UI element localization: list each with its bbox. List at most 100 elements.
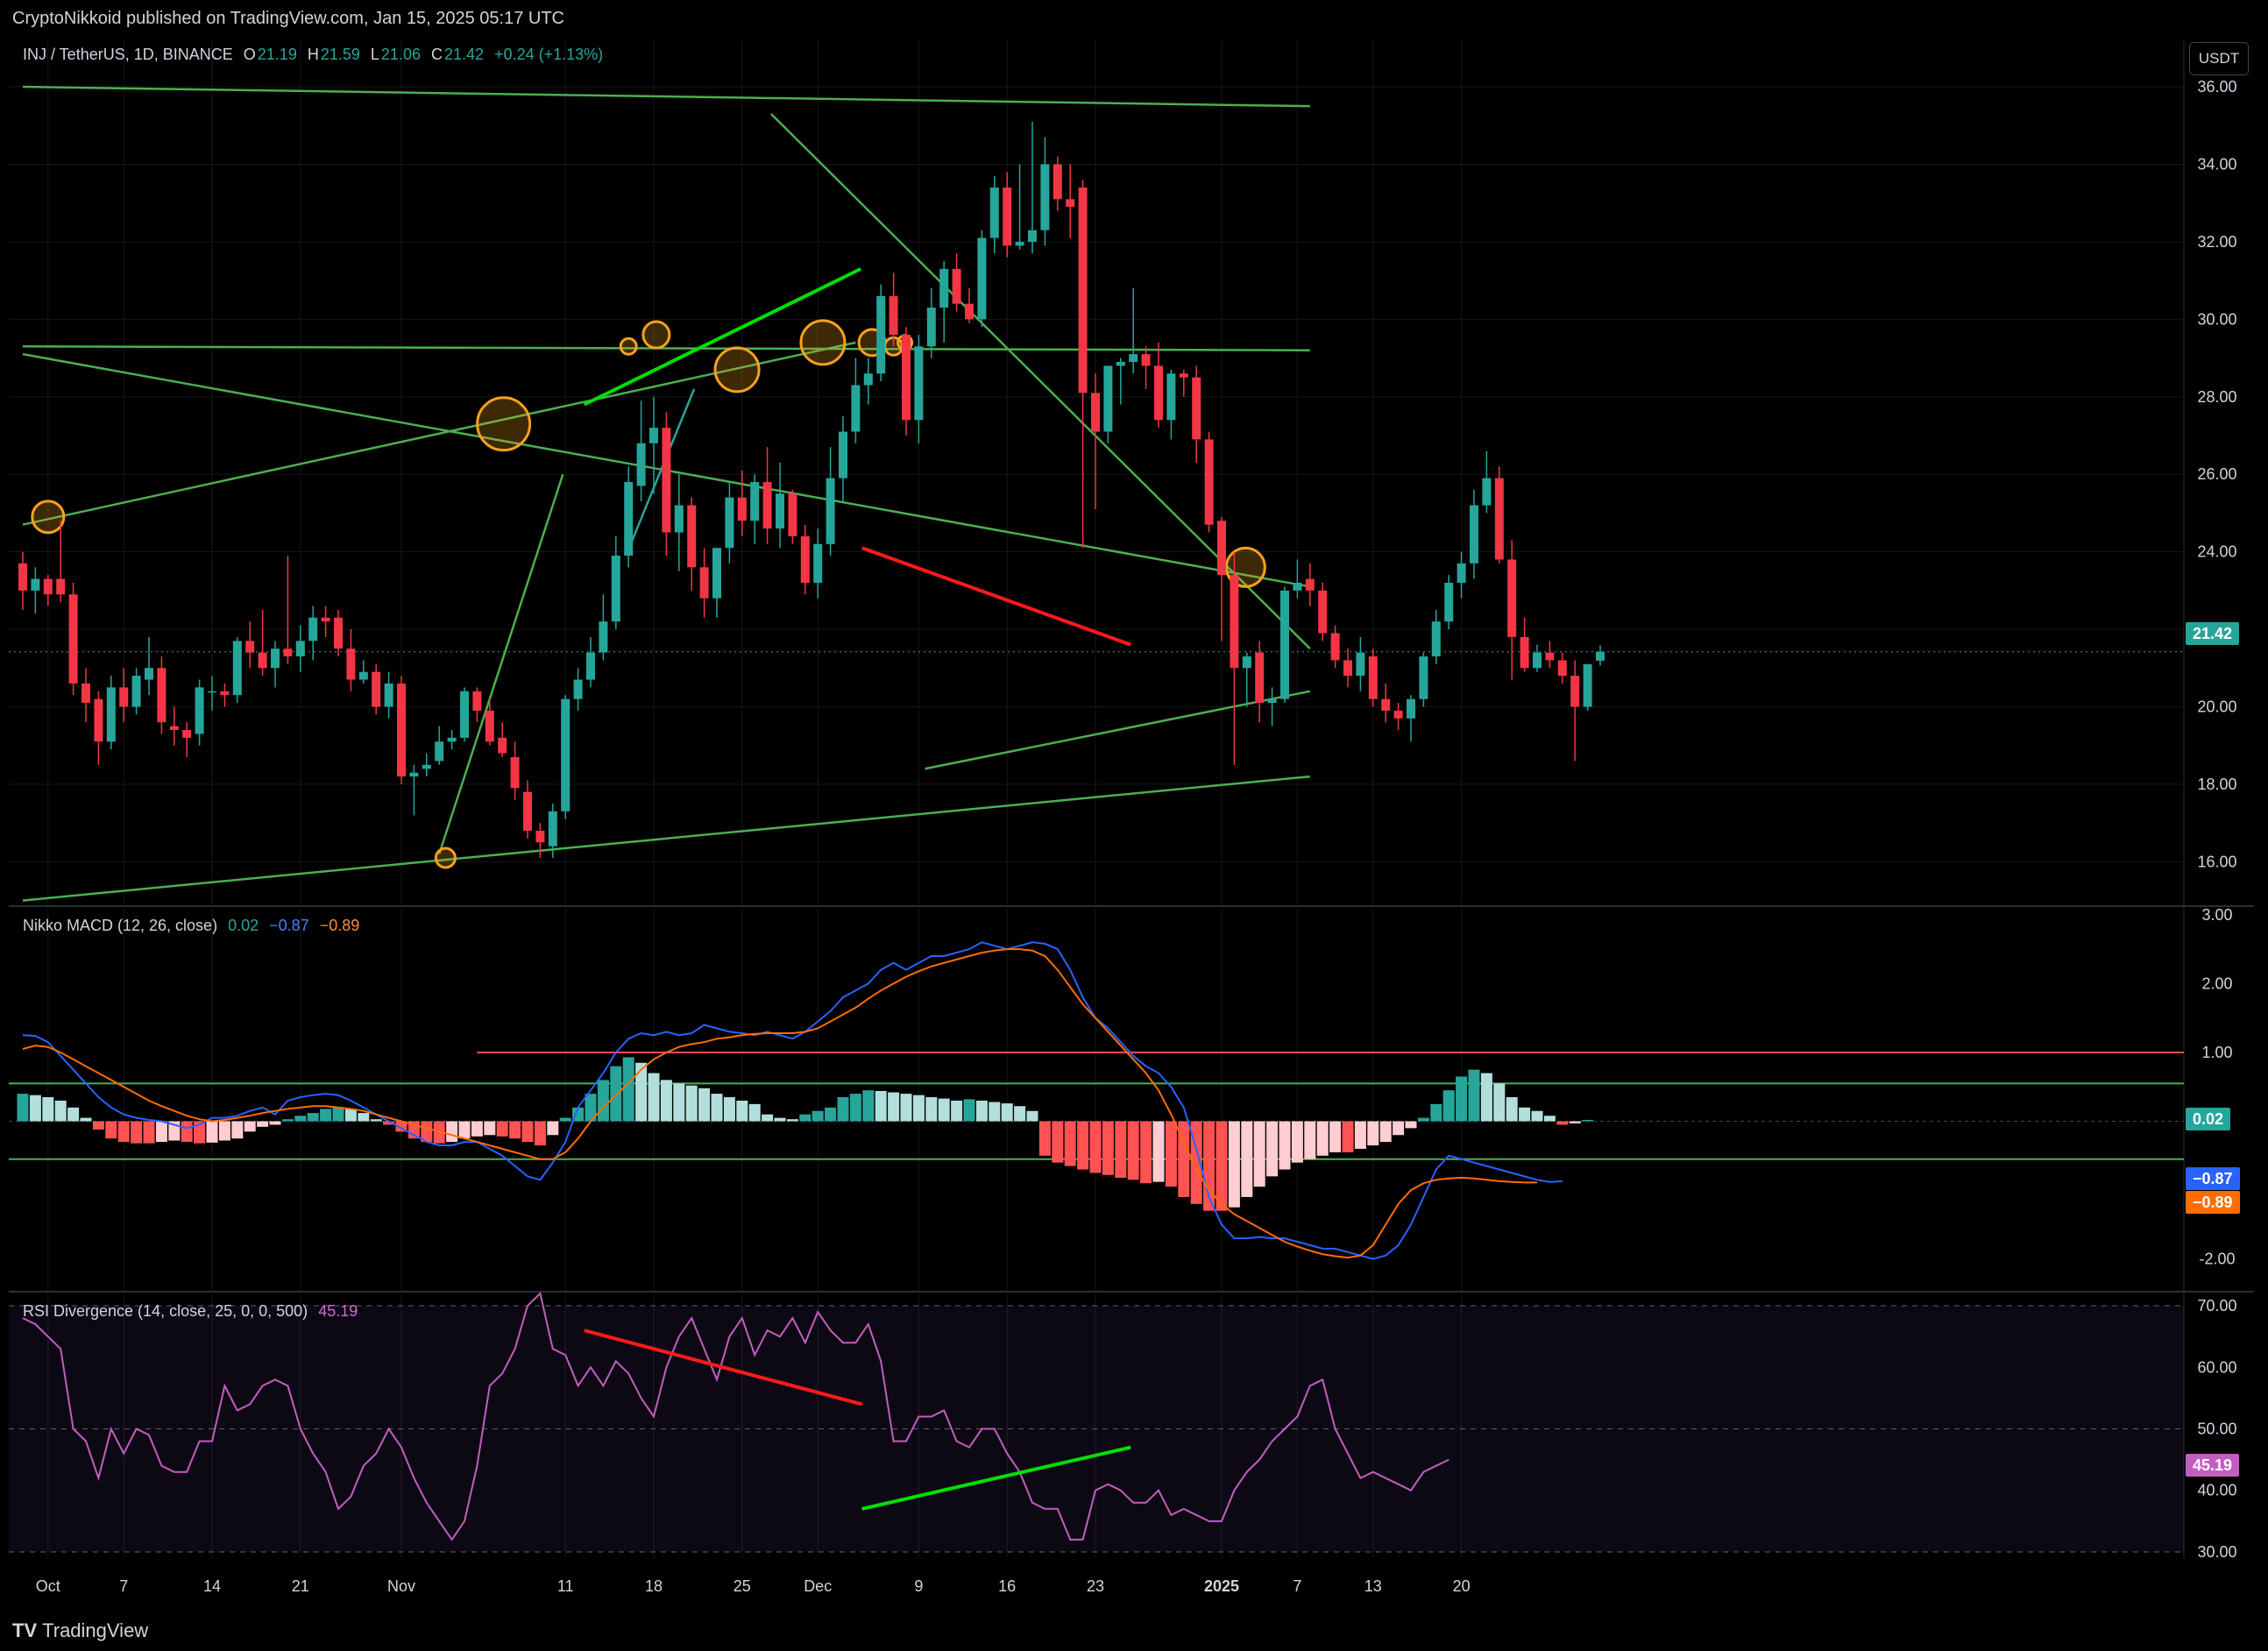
candle [1230,575,1239,669]
macd-histogram-bar [1228,1121,1240,1208]
macd-histogram-bar [1279,1121,1291,1170]
candle [952,268,961,304]
rally-trendline [438,473,564,854]
rally-trendline [625,388,696,556]
macd-histogram-bar [1393,1121,1405,1136]
pivot-circle [434,847,457,869]
footer: TV TradingView [0,1611,2268,1651]
macd-histogram-bar [648,1073,660,1122]
candle [776,493,784,529]
candle [409,772,419,777]
candle [636,443,646,486]
rsi-line [22,1292,1449,1541]
candle [926,308,936,347]
macd-histogram-bar [723,1097,735,1122]
macd-histogram-bar [1367,1121,1379,1146]
macd-histogram-bar [875,1090,887,1122]
macd-histogram-bar [67,1107,80,1122]
candle [1166,373,1176,421]
candle [586,652,595,680]
price-y-tick: 24.00 [2197,543,2236,561]
x-tick-label: 2025 [1204,1577,1239,1595]
macd-histogram-bar [105,1121,117,1139]
macd-histogram-bar [484,1121,496,1136]
candle [334,617,343,649]
macd-histogram-bar [837,1097,849,1122]
macd-histogram-bar [748,1103,761,1122]
macd-histogram-bar [585,1094,597,1122]
macd-histogram-bar [774,1117,786,1122]
candle [1368,656,1378,699]
macd-histogram-bar [1531,1110,1543,1122]
x-tick-label: Nov [387,1577,415,1595]
macd-histogram-bar [559,1117,571,1122]
price-y-tick: 34.00 [2197,155,2236,173]
candle [472,691,482,711]
candle [1431,621,1441,657]
candle [1091,393,1100,432]
candle [1179,373,1188,378]
macd-histogram-bar [1077,1121,1089,1170]
macd-histogram-bar [849,1094,861,1122]
candle [800,535,810,584]
candle [1393,710,1403,719]
candle [1040,164,1050,230]
candle [1545,652,1555,661]
candle [1066,199,1075,208]
candle [1456,563,1466,584]
macd-histogram-bar [1001,1103,1013,1122]
candle [1015,241,1024,246]
candle [1028,230,1037,242]
candle [321,617,330,622]
x-tick-label: 16 [998,1577,1016,1595]
bearish-line [861,546,1131,647]
macd-y-tick: 3.00 [2201,906,2232,924]
long-support-line [22,775,1310,902]
tradingview-logo[interactable]: TV TradingView [12,1619,148,1642]
macd-histogram-bar [80,1117,92,1122]
x-tick-label: 14 [203,1577,221,1595]
macd-histogram-bar [231,1121,244,1139]
x-tick-label: 25 [734,1577,751,1595]
candle [68,594,78,684]
macd-histogram-bar [597,1080,609,1122]
candle [1596,651,1605,661]
price-y-tick: 26.00 [2197,465,2236,483]
candle [1381,698,1391,711]
x-tick-label: 21 [292,1577,309,1595]
candle [220,691,230,696]
macd-histogram-bar [269,1121,281,1125]
macd-histogram-bar [244,1121,256,1132]
candle [1242,656,1251,669]
candle [94,698,103,742]
macd-histogram-bar [1052,1121,1064,1163]
macd-histogram-bar [1241,1121,1253,1197]
candle [397,683,406,777]
candle [1482,478,1492,506]
macd-histogram-bar [1291,1121,1303,1163]
rsi-bullish-divergence [861,1445,1131,1511]
rsi-panel [9,1293,2184,1558]
candle [523,791,532,831]
candle [839,431,847,478]
candle [195,687,204,734]
candle [662,428,671,533]
currency-button[interactable]: USDT [2189,42,2249,75]
candle [1356,652,1365,677]
macd-histogram-bar [446,1121,458,1143]
macd-histogram-bar [1038,1121,1051,1156]
candle [813,543,823,584]
candle [358,671,368,680]
macd-histogram-bar [1506,1097,1518,1122]
macd-y-tick: -2.00 [2199,1251,2235,1268]
macd-histogram-bar [862,1090,875,1122]
macd-histogram-bar [1569,1121,1581,1123]
macd-histogram-bar [358,1113,370,1122]
macd-histogram-bar [534,1121,546,1146]
macd-histogram-bar [332,1107,344,1122]
macd-panel [9,908,2184,1290]
macd-histogram-bar [1165,1121,1177,1187]
macd-histogram-bar [622,1057,634,1122]
macd-histogram-bar [673,1083,685,1122]
